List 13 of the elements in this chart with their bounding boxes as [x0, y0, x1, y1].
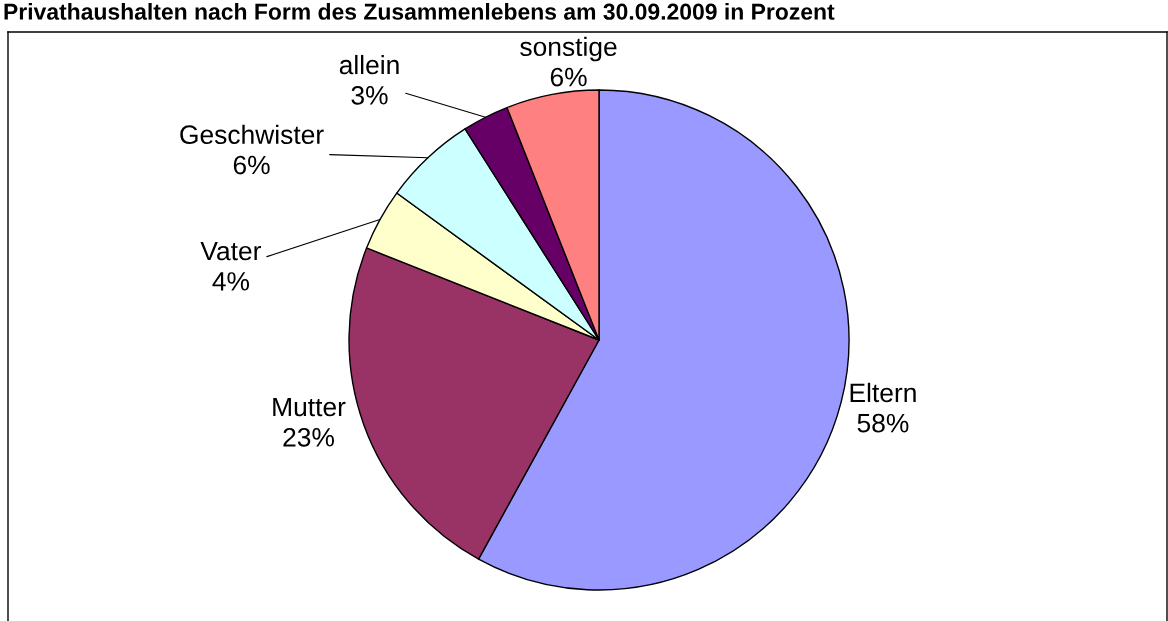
- data-label: 3%: [351, 85, 388, 105]
- slice-label: sonstige: [520, 36, 617, 62]
- slice-label: Mutter: [273, 397, 346, 417]
- data-label: 6%: [550, 67, 587, 87]
- slice-label: Vater: [200, 241, 262, 261]
- slice-label: allein: [339, 54, 399, 75]
- data-label: 4%: [212, 272, 250, 291]
- data-label: 23%: [283, 427, 334, 447]
- slice-label: Eltern: [850, 382, 916, 403]
- chart-title: Privathaushalten nach Form des Zusammenlebens am 30.09.2009 in Prozent: [4, 3, 835, 20]
- data-label: 58%: [857, 413, 909, 433]
- slice-label: Geschwister: [180, 124, 324, 145]
- data-label: 6%: [233, 155, 270, 175]
